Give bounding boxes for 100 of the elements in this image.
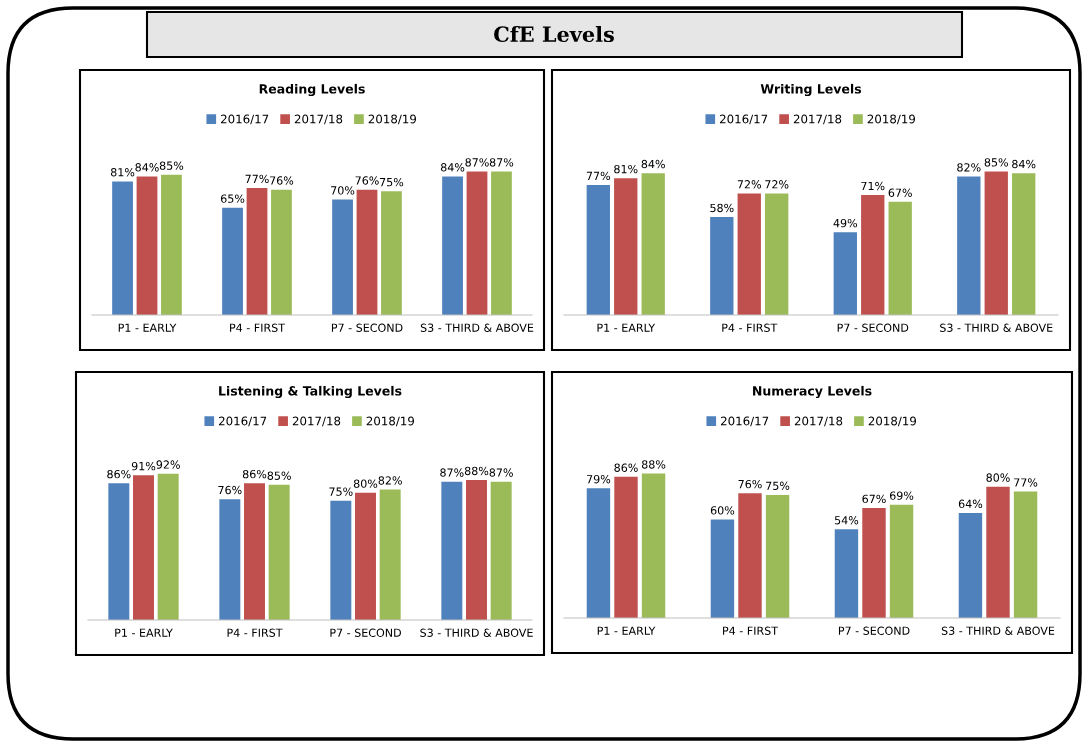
bar <box>157 473 179 620</box>
x-tick-label: P1 - EARLY <box>118 323 177 332</box>
data-label: 77% <box>1014 478 1038 487</box>
data-label: 81% <box>110 168 135 177</box>
bar <box>1012 173 1036 315</box>
data-label: 84% <box>641 159 665 169</box>
bar <box>441 481 463 620</box>
bar <box>271 189 292 315</box>
bar <box>490 481 512 620</box>
bar <box>586 488 611 618</box>
legend-label: 2016/17 <box>720 114 768 125</box>
bar <box>888 201 912 315</box>
bar <box>133 475 154 620</box>
bar <box>862 508 886 618</box>
bar <box>268 484 290 620</box>
data-label: 58% <box>710 203 734 213</box>
data-label: 77% <box>245 174 269 184</box>
data-label: 67% <box>862 494 886 504</box>
data-label: 87% <box>440 468 464 477</box>
data-label: 72% <box>765 180 789 189</box>
x-tick-label: P1 - EARLY <box>115 628 173 637</box>
bar <box>710 519 735 618</box>
x-tick-label: P7 - SECOND <box>838 626 910 635</box>
x-tick-label: P1 - EARLY <box>597 323 656 332</box>
data-label: 77% <box>586 171 611 181</box>
data-label: 54% <box>834 516 859 525</box>
data-label: 86% <box>242 469 267 479</box>
data-label: 76% <box>218 485 242 495</box>
data-label: 76% <box>355 176 379 185</box>
legend-label: 2017/18 <box>294 114 343 125</box>
bar <box>466 171 488 315</box>
data-label: 87% <box>489 158 514 167</box>
bar <box>957 176 981 315</box>
data-label: 84% <box>440 163 465 172</box>
bar <box>332 199 353 315</box>
bar <box>108 483 130 620</box>
data-label: 84% <box>1012 159 1036 169</box>
bar <box>442 176 463 315</box>
data-label: 64% <box>958 499 983 509</box>
x-tick-label: P4 - FIRST <box>227 628 283 637</box>
x-tick-label: P7 - SECOND <box>331 323 403 332</box>
data-label: 88% <box>464 466 489 476</box>
bar <box>491 171 512 315</box>
x-tick-label: S3 - THIRD & ABOVE <box>941 626 1055 635</box>
bar <box>765 494 790 618</box>
data-label: 84% <box>135 163 159 172</box>
bar <box>710 217 734 315</box>
data-label: 71% <box>861 181 885 191</box>
legend-label: 2018/19 <box>366 416 415 427</box>
bar <box>889 504 914 618</box>
data-label: 75% <box>380 177 404 187</box>
bar <box>381 191 402 315</box>
data-label: 80% <box>353 479 378 488</box>
data-label: 91% <box>131 461 156 471</box>
data-label: 70% <box>331 186 355 195</box>
bar <box>355 492 376 620</box>
bar <box>379 489 401 620</box>
data-label: 85% <box>159 161 184 170</box>
legend-label: 2016/17 <box>219 416 267 427</box>
bar <box>330 500 352 620</box>
bar <box>161 174 182 315</box>
legend-label: 2018/19 <box>368 114 417 125</box>
bar <box>466 480 487 620</box>
data-label: 86% <box>107 469 131 479</box>
bar <box>136 176 158 315</box>
bar <box>356 189 378 315</box>
bar <box>641 473 666 618</box>
bar <box>112 181 133 315</box>
x-tick-label: S3 - THIRD & ABOVE <box>420 628 533 637</box>
data-label: 82% <box>957 163 981 172</box>
x-tick-label: P4 - FIRST <box>722 323 778 332</box>
data-label: 92% <box>156 460 180 469</box>
data-label: 81% <box>614 164 638 174</box>
data-label: 86% <box>614 463 638 472</box>
data-label: 87% <box>465 158 489 167</box>
x-tick-label: P4 - FIRST <box>230 323 286 332</box>
bar <box>244 483 265 620</box>
legend-label: 2016/17 <box>721 416 769 427</box>
bar <box>586 184 610 315</box>
legend-label: 2016/17 <box>221 114 269 125</box>
legend-label: 2018/19 <box>868 416 917 427</box>
data-label: 60% <box>710 506 735 515</box>
bar <box>737 193 761 315</box>
chart-title: Writing Levels <box>760 83 862 97</box>
bar <box>614 178 638 315</box>
legend-label: 2017/18 <box>794 416 843 427</box>
data-label: 85% <box>267 471 291 480</box>
chart-title: Listening & Talking Levels <box>219 385 402 399</box>
data-label: 49% <box>833 218 858 228</box>
x-tick-label: P7 - SECOND <box>837 323 909 332</box>
data-label: 82% <box>378 476 402 485</box>
data-label: 76% <box>738 479 762 489</box>
data-label: 87% <box>489 468 513 477</box>
bar <box>958 512 983 618</box>
text: CfE Levels <box>494 25 614 43</box>
data-label: 69% <box>889 491 914 500</box>
bar <box>984 171 1008 315</box>
data-label: 88% <box>641 460 666 469</box>
x-tick-label: P1 - EARLY <box>597 626 656 635</box>
legend-label: 2018/19 <box>867 114 916 125</box>
